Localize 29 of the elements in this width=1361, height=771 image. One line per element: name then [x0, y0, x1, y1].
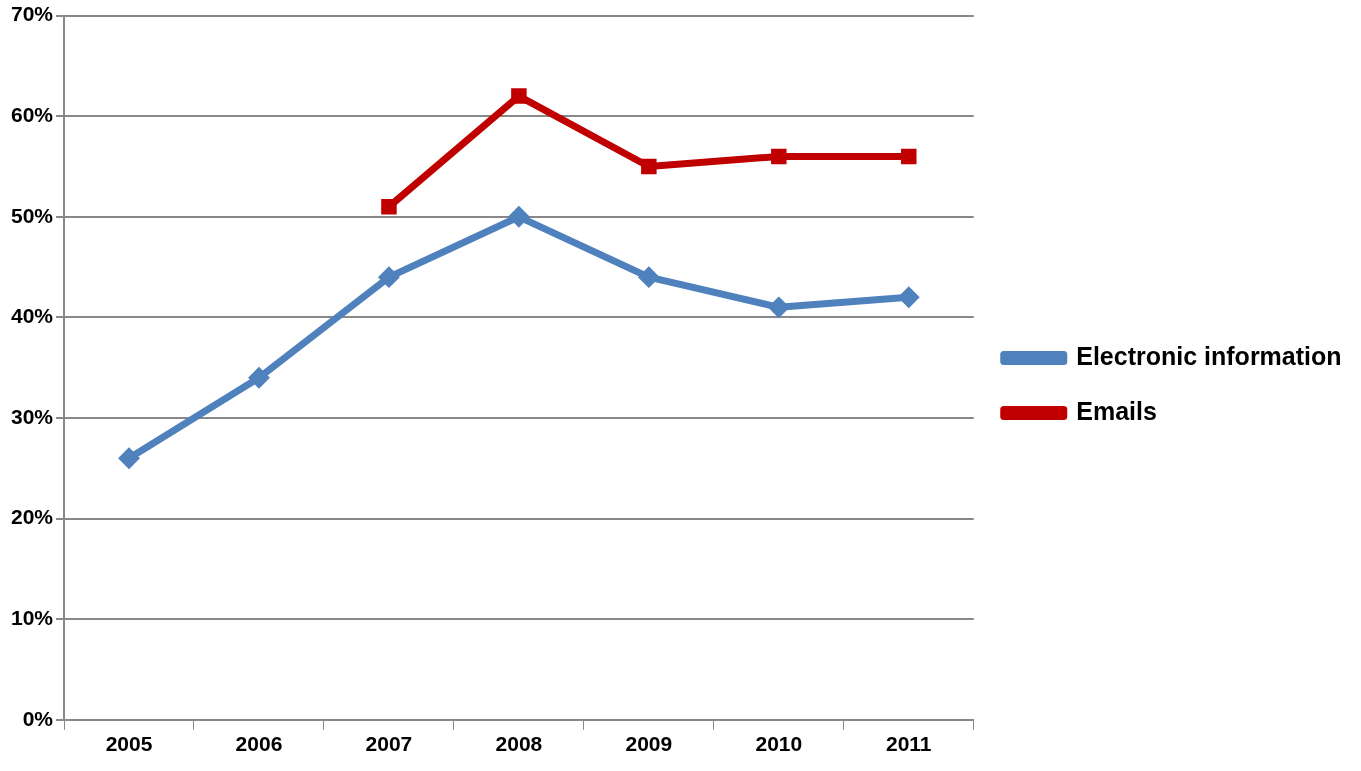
point: [639, 267, 659, 287]
point: [771, 148, 787, 165]
point: [509, 207, 529, 227]
x-tick-label: 2009: [625, 732, 673, 756]
point: [901, 148, 917, 165]
point: [641, 158, 657, 175]
y-tick-label: 40%: [11, 304, 54, 328]
point: [769, 297, 789, 317]
y-tick-label: 60%: [11, 103, 54, 126]
y-tick-label: 10%: [11, 606, 54, 629]
y-tick-label: 70%: [11, 2, 54, 26]
x-tick-label: 2006: [235, 732, 283, 756]
point: [511, 88, 527, 104]
point: [119, 448, 139, 468]
x-tick-label: 2010: [755, 732, 803, 756]
y-tick-label: 0%: [22, 706, 54, 730]
legend-label: Electronic information: [1076, 341, 1342, 370]
legend-label: Emails: [1076, 396, 1157, 425]
x-tick-label: 2007: [365, 732, 413, 756]
point: [899, 287, 919, 307]
point: [381, 199, 397, 215]
point: [379, 267, 399, 287]
point: [249, 368, 269, 388]
x-tick-label: 2008: [495, 732, 543, 756]
y-tick-label: 50%: [11, 203, 54, 227]
y-tick-label: 30%: [11, 404, 54, 428]
x-tick-label: 2005: [105, 732, 153, 756]
y-tick-label: 20%: [11, 505, 54, 529]
x-tick-label: 2011: [885, 732, 932, 756]
